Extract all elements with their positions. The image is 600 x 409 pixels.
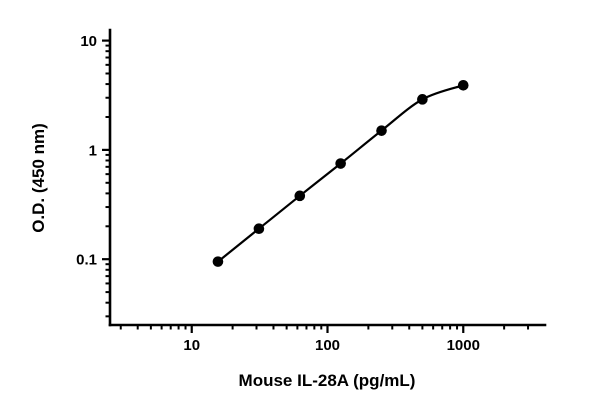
data-point-marker [376, 125, 387, 136]
y-axis-title: O.D. (450 nm) [29, 123, 48, 233]
y-tick-label: 10 [80, 33, 97, 50]
data-point-marker [253, 223, 265, 235]
data-point-marker [212, 256, 224, 267]
data-points [212, 79, 469, 267]
tick-labels: 10 100 1000 0.1 1 10 [76, 33, 480, 354]
plot-area: 10 100 1000 0.1 1 10 [76, 28, 547, 354]
axes [108, 28, 547, 327]
y-tick-label: 1 [89, 142, 97, 159]
data-point-marker [335, 158, 346, 169]
x-tick-label: 100 [315, 337, 340, 354]
standard-curve-line [217, 84, 464, 263]
x-axis-title: Mouse IL-28A (pg/mL) [239, 371, 416, 390]
fit-curve [217, 84, 464, 263]
data-point-marker [417, 94, 428, 105]
x-tick-label: 10 [183, 337, 200, 354]
data-point-marker [457, 79, 469, 91]
data-point-marker [294, 190, 306, 202]
y-tick-label: 0.1 [76, 252, 97, 269]
x-tick-label: 1000 [447, 337, 480, 354]
